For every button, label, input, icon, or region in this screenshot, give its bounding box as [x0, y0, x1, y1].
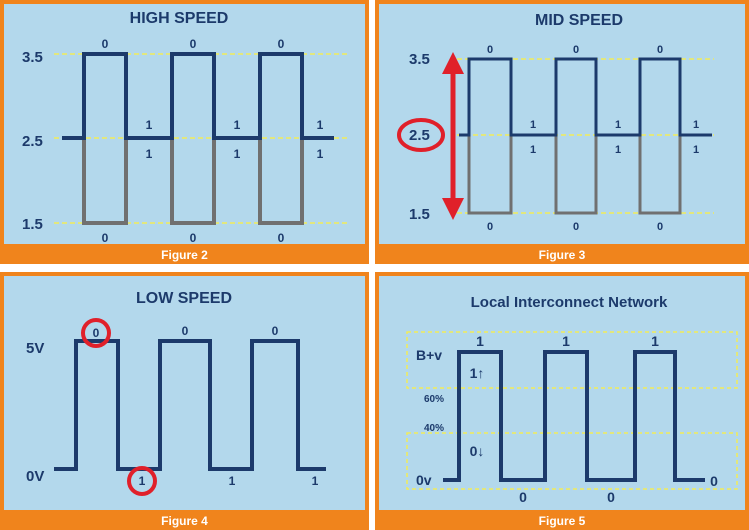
low-speed-signal-line — [54, 339, 326, 471]
threshold-arrow-label: 0↓ — [470, 443, 485, 459]
can-low-signal-line — [62, 136, 334, 225]
can-high-signal-line — [459, 57, 712, 137]
lin-signal-line — [443, 350, 705, 482]
bit-label: 0 — [278, 231, 285, 244]
level-label-2-5: 2.5 — [409, 127, 430, 144]
level-label-0v: 0v — [416, 472, 432, 488]
level-label-3-5: 3.5 — [22, 49, 43, 66]
level-label-40pct: 40% — [424, 423, 444, 434]
bit-label: 0 — [657, 221, 663, 233]
bit-label: 0 — [93, 326, 100, 340]
level-label-5v: 5V — [26, 340, 44, 357]
level-label-1-5: 1.5 — [22, 216, 43, 233]
mid-speed-waveform-diagram: MID SPEED 3.5 2.5 1.5 0 1 0 1 0 1 0 1 0 — [397, 12, 714, 233]
figure-5-panel: Local Interconnect Network B+v 60% 40% 0… — [375, 272, 749, 530]
low-speed-waveform-diagram: LOW SPEED 5V 0V 0 0 0 1 1 1 — [26, 290, 326, 496]
lin-waveform-diagram: Local Interconnect Network B+v 60% 40% 0… — [406, 294, 738, 505]
bit-label: 1 — [615, 119, 621, 131]
figure-caption: Figure 4 — [161, 514, 208, 528]
bit-label: 1 — [234, 118, 241, 132]
bit-label: 1 — [693, 119, 699, 131]
bit-label: 0 — [102, 231, 109, 244]
bit-label: 0 — [487, 221, 493, 233]
bit-label: 0 — [573, 221, 579, 233]
bit-label: 1 — [312, 474, 319, 488]
bit-label: 1 — [229, 474, 236, 488]
level-label-60pct: 60% — [424, 394, 444, 405]
highlight-circle — [127, 466, 157, 496]
can-high-signal-line — [62, 52, 334, 140]
bit-label: 1 — [234, 147, 241, 161]
figure-5-plot-area: Local Interconnect Network B+v 60% 40% 0… — [379, 276, 745, 510]
figure-caption: Figure 5 — [538, 514, 586, 528]
figure-caption: Figure 2 — [161, 248, 208, 262]
low-threshold-zone — [406, 432, 738, 490]
figure-4-panel: LOW SPEED 5V 0V 0 0 0 1 1 1 Figure 4 — [0, 272, 369, 530]
bit-label: 1 — [651, 333, 659, 349]
figure-title: Local Interconnect Network — [471, 294, 668, 311]
bit-label: 0 — [278, 37, 285, 51]
bit-label: 0 — [573, 44, 579, 56]
bit-label: 1 — [530, 144, 536, 156]
bit-label: 0 — [487, 44, 493, 56]
level-label-bv: B+v — [416, 347, 442, 363]
figure-title: HIGH SPEED — [130, 10, 229, 27]
figure-title: MID SPEED — [535, 12, 623, 29]
bit-label: 1 — [317, 118, 324, 132]
threshold-arrow-label: 1↑ — [470, 365, 485, 381]
bit-label: 1 — [476, 333, 484, 349]
bit-label: 1 — [693, 144, 699, 156]
voltage-range-arrow — [442, 52, 464, 220]
level-label-2-5: 2.5 — [22, 133, 43, 150]
bit-label: 0 — [182, 324, 189, 338]
bit-label: 0 — [607, 489, 615, 505]
bit-label: 0 — [102, 37, 109, 51]
figure-4-plot-area: LOW SPEED 5V 0V 0 0 0 1 1 1 — [4, 276, 365, 510]
bit-label: 1 — [530, 119, 536, 131]
high-threshold-zone — [406, 331, 738, 389]
high-speed-waveform-diagram: HIGH SPEED 3.5 2.5 1.5 0 1 0 1 0 1 0 1 0… — [22, 10, 349, 244]
bit-label: 1 — [146, 118, 153, 132]
figure-3-panel: MID SPEED 3.5 2.5 1.5 0 1 0 1 0 1 0 1 0 — [375, 0, 749, 264]
bit-label: 0 — [710, 473, 718, 489]
bit-label: 0 — [272, 324, 279, 338]
figure-caption: Figure 3 — [538, 248, 586, 262]
figure-2-panel: HIGH SPEED 3.5 2.5 1.5 0 1 0 1 0 1 0 1 0… — [0, 0, 369, 264]
level-label-1-5: 1.5 — [409, 206, 430, 223]
figure-2-plot-area: HIGH SPEED 3.5 2.5 1.5 0 1 0 1 0 1 0 1 0… — [4, 4, 365, 244]
highlight-circle — [81, 318, 111, 348]
can-low-signal-line — [459, 133, 712, 215]
level-label-0v: 0V — [26, 468, 44, 485]
level-label-3-5: 3.5 — [409, 51, 430, 68]
figure-3-plot-area: MID SPEED 3.5 2.5 1.5 0 1 0 1 0 1 0 1 0 — [379, 4, 745, 244]
bit-label: 1 — [615, 144, 621, 156]
bit-label: 0 — [519, 489, 527, 505]
bit-label: 1 — [139, 474, 146, 488]
bit-label: 1 — [562, 333, 570, 349]
bit-label: 0 — [190, 37, 197, 51]
bit-label: 1 — [317, 147, 324, 161]
figure-title: LOW SPEED — [136, 290, 232, 307]
highlight-circle — [397, 118, 445, 152]
bit-label: 0 — [657, 44, 663, 56]
bit-label: 1 — [146, 147, 153, 161]
bit-label: 0 — [190, 231, 197, 244]
